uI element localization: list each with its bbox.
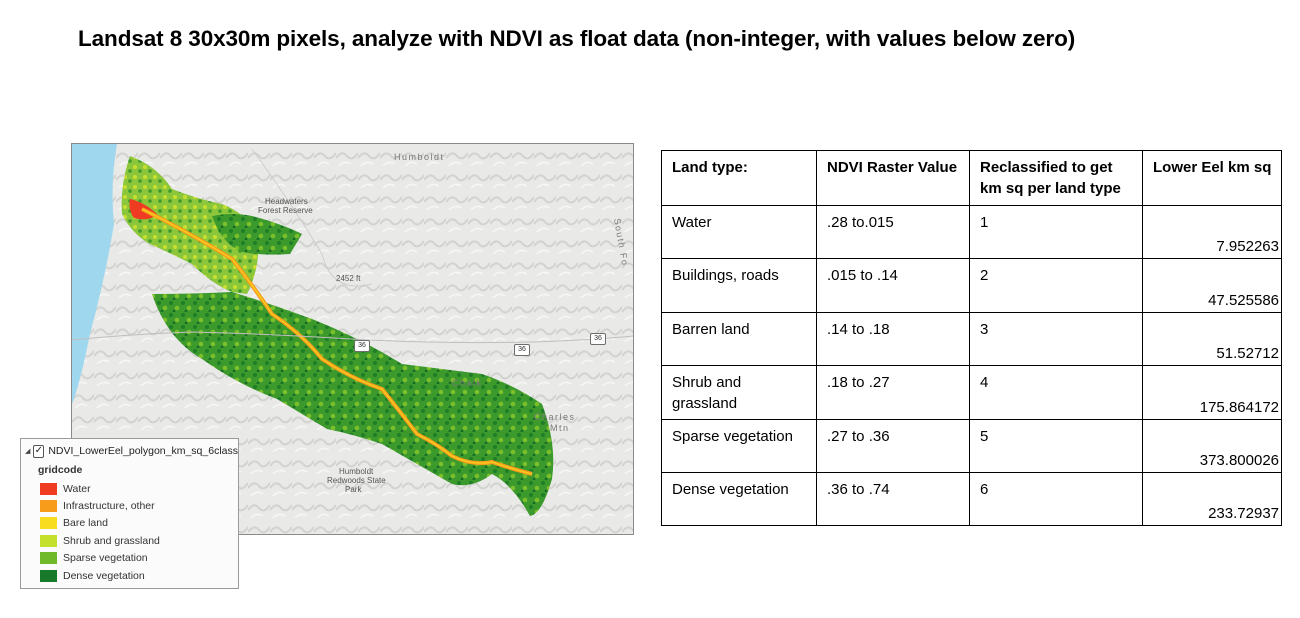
highway-line (72, 331, 633, 344)
cell-reclass: 5 (969, 418, 1143, 473)
header-ndvi-value: NDVI Raster Value (816, 150, 970, 206)
label-redwoods-3: Park (345, 485, 362, 494)
legend-swatch-bare-land (40, 517, 57, 530)
route-shield: 36 (590, 333, 606, 345)
ndvi-west-area (121, 156, 259, 294)
legend-label: Water (63, 482, 91, 495)
legend-swatch-infrastructure (40, 500, 57, 513)
legend-field-name: gridcode (38, 464, 83, 476)
ndvi-main-area (152, 292, 554, 516)
legend-item: Infrastructure, other (21, 497, 238, 514)
cell-reclass: 1 (969, 204, 1143, 260)
cell-land-type: Water (661, 204, 817, 260)
table-row: Buildings, roads .015 to .14 2 47.525586 (661, 258, 1282, 313)
cell-ndvi: .015 to .14 (816, 258, 970, 313)
cell-ndvi: .18 to .27 (816, 365, 970, 420)
ndvi-reclass-table: Land type: NDVI Raster Value Reclassifie… (661, 150, 1282, 527)
legend-item: Bare land (21, 515, 238, 532)
table-row: Sparse vegetation .27 to .36 5 373.80002… (661, 418, 1282, 473)
legend-swatch-water (40, 482, 57, 495)
cell-land-type: Dense vegetation (661, 471, 817, 527)
slide-title: Landsat 8 30x30m pixels, analyze with ND… (78, 26, 1076, 51)
cell-land-type: Sparse vegetation (661, 418, 817, 473)
cell-land-type: Shrub and grassland (661, 365, 817, 420)
legend-label: Infrastructure, other (63, 500, 155, 513)
label-forest-reserve: Forest Reserve (258, 206, 313, 215)
label-redwoods-2: Redwoods State (327, 476, 386, 485)
cell-ndvi: .36 to .74 (816, 471, 970, 527)
route-shield: 36 (514, 344, 530, 356)
layer-visibility-checkbox[interactable]: ✓ (33, 444, 45, 458)
cell-reclass: 6 (969, 471, 1143, 527)
legend-swatch-shrub (40, 534, 57, 547)
label-headwaters: Headwaters (265, 197, 308, 206)
legend-swatch-dense (40, 569, 57, 582)
cell-reclass: 2 (969, 258, 1143, 313)
header-reclassified: Reclassified to get km sq per land type (969, 150, 1143, 206)
legend-swatch-sparse (40, 552, 57, 565)
cell-reclass: 4 (969, 365, 1143, 420)
cell-land-type: Barren land (661, 311, 817, 367)
cell-ndvi: .27 to .36 (816, 418, 970, 473)
legend-label: Shrub and grassland (63, 534, 160, 547)
legend-label: Sparse vegetation (63, 552, 148, 565)
legend-item: Dense vegetation (21, 567, 238, 584)
cell-reclass: 3 (969, 311, 1143, 367)
label-mtn: Mtn (550, 423, 570, 433)
route-shield: 36 (354, 340, 370, 352)
table-header-row: Land type: NDVI Raster Value Reclassifie… (661, 150, 1282, 206)
cell-km-sq: 175.864172 (1142, 365, 1282, 420)
collapse-arrow-icon[interactable]: ◢ (25, 448, 31, 455)
map-legend-panel: ◢ ✓ NDVI_LowerEel_polygon_km_sq_6class g… (20, 438, 239, 589)
cell-km-sq: 7.952263 (1142, 204, 1282, 260)
legend-label: Dense vegetation (63, 569, 145, 582)
layer-name: NDVI_LowerEel_polygon_km_sq_6class (48, 445, 238, 457)
cell-km-sq: 47.525586 (1142, 258, 1282, 313)
table-row: Shrub and grassland .18 to .27 4 175.864… (661, 365, 1282, 420)
cell-km-sq: 233.72937 (1142, 471, 1282, 527)
label-redwoods-1: Humboldt (339, 467, 374, 476)
legend-item: Sparse vegetation (21, 550, 238, 567)
label-humboldt-top: Humboldt (394, 152, 445, 162)
label-charles: Charles (534, 412, 576, 422)
legend-label: Bare land (63, 517, 108, 530)
table-row: Barren land .14 to .18 3 51.52712 (661, 311, 1282, 367)
legend-layer-row[interactable]: ◢ ✓ NDVI_LowerEel_polygon_km_sq_6class (21, 439, 238, 463)
cell-km-sq: 51.52712 (1142, 311, 1282, 367)
legend-item: Shrub and grassland (21, 532, 238, 549)
header-land-type: Land type: (661, 150, 817, 206)
cell-ndvi: .14 to .18 (816, 311, 970, 367)
header-km-sq: Lower Eel km sq (1142, 150, 1282, 206)
label-chalk: Chalk (452, 378, 483, 388)
table-row: Dense vegetation .36 to .74 6 233.72937 (661, 471, 1282, 527)
cell-ndvi: .28 to.015 (816, 204, 970, 260)
legend-item: Water (21, 480, 238, 497)
label-elevation: 2452 ft (336, 274, 361, 283)
cell-km-sq: 373.800026 (1142, 418, 1282, 473)
ndvi-north-branch (212, 214, 302, 255)
cell-land-type: Buildings, roads (661, 258, 817, 313)
table-row: Water .28 to.015 1 7.952263 (661, 204, 1282, 260)
